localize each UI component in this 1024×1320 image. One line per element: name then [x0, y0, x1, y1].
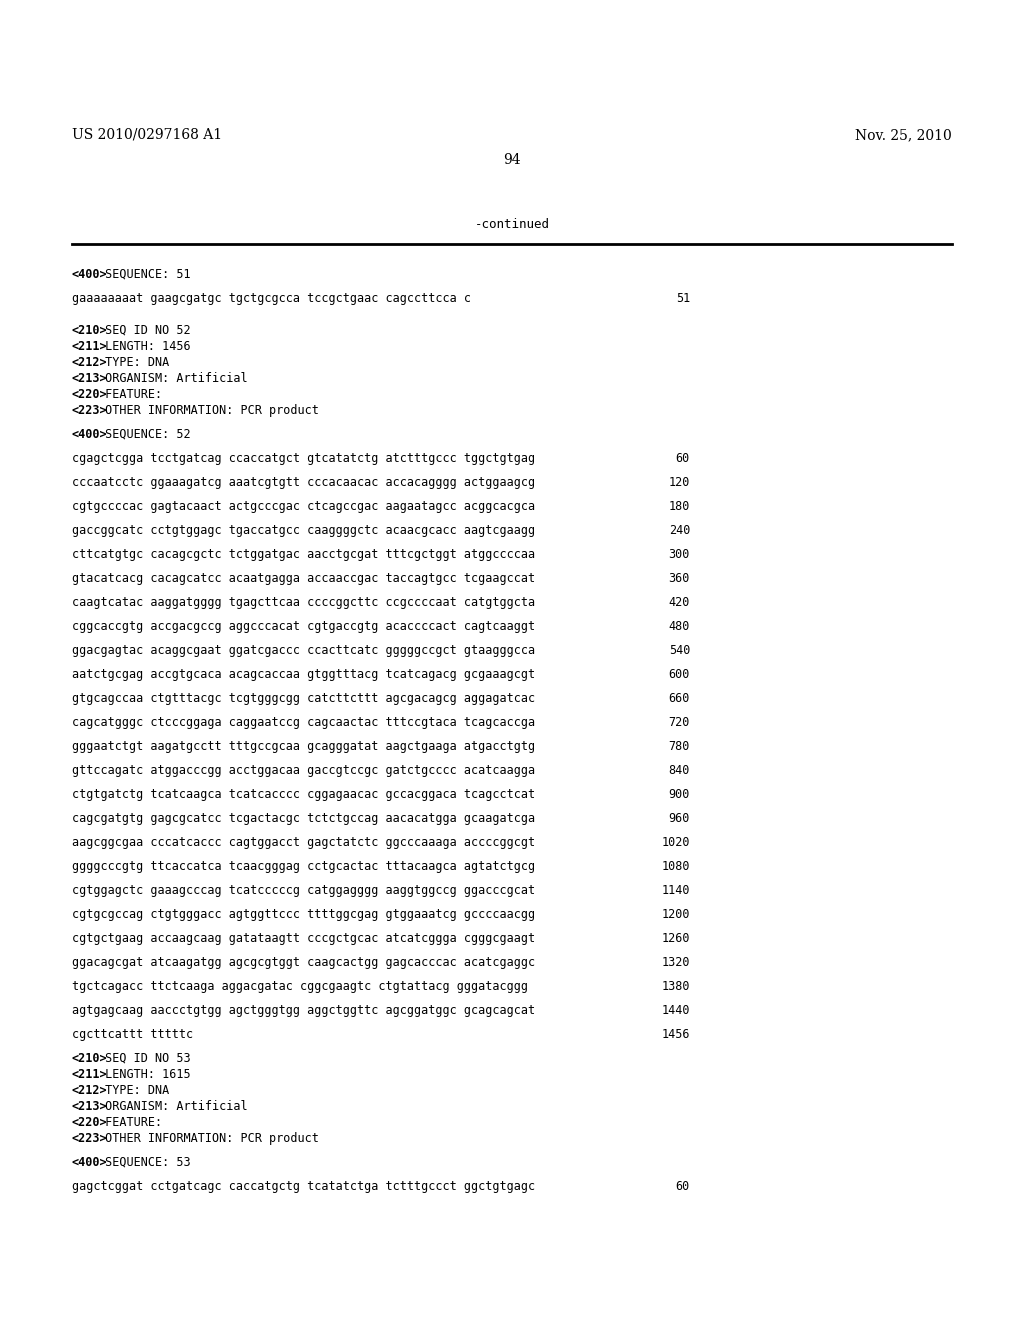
Text: TYPE: DNA: TYPE: DNA	[97, 1084, 169, 1097]
Text: 960: 960	[669, 812, 690, 825]
Text: cccaatcctc ggaaagatcg aaatcgtgtt cccacaacac accacagggg actggaagcg: cccaatcctc ggaaagatcg aaatcgtgtt cccacaa…	[72, 477, 536, 488]
Text: 420: 420	[669, 597, 690, 609]
Text: <400>: <400>	[72, 428, 108, 441]
Text: 360: 360	[669, 572, 690, 585]
Text: 240: 240	[669, 524, 690, 537]
Text: <220>: <220>	[72, 1115, 108, 1129]
Text: 1320: 1320	[662, 956, 690, 969]
Text: 180: 180	[669, 500, 690, 513]
Text: US 2010/0297168 A1: US 2010/0297168 A1	[72, 128, 222, 143]
Text: ggggcccgtg ttcaccatca tcaacgggag cctgcactac tttacaagca agtatctgcg: ggggcccgtg ttcaccatca tcaacgggag cctgcac…	[72, 861, 536, 873]
Text: gttccagatc atggacccgg acctggacaa gaccgtccgc gatctgcccc acatcaagga: gttccagatc atggacccgg acctggacaa gaccgtc…	[72, 764, 536, 777]
Text: 480: 480	[669, 620, 690, 634]
Text: Nov. 25, 2010: Nov. 25, 2010	[855, 128, 952, 143]
Text: gtacatcacg cacagcatcc acaatgagga accaaccgac taccagtgcc tcgaagccat: gtacatcacg cacagcatcc acaatgagga accaacc…	[72, 572, 536, 585]
Text: 1260: 1260	[662, 932, 690, 945]
Text: TYPE: DNA: TYPE: DNA	[97, 356, 169, 370]
Text: gggaatctgt aagatgcctt tttgccgcaa gcagggatat aagctgaaga atgacctgtg: gggaatctgt aagatgcctt tttgccgcaa gcaggga…	[72, 741, 536, 752]
Text: SEQUENCE: 51: SEQUENCE: 51	[97, 268, 190, 281]
Text: cggcaccgtg accgacgccg aggcccacat cgtgaccgtg acaccccact cagtcaaggt: cggcaccgtg accgacgccg aggcccacat cgtgacc…	[72, 620, 536, 634]
Text: LENGTH: 1615: LENGTH: 1615	[97, 1068, 190, 1081]
Text: SEQ ID NO 52: SEQ ID NO 52	[97, 323, 190, 337]
Text: <400>: <400>	[72, 1156, 108, 1170]
Text: cagcatgggc ctcccggaga caggaatccg cagcaactac tttccgtaca tcagcaccga: cagcatgggc ctcccggaga caggaatccg cagcaac…	[72, 715, 536, 729]
Text: <213>: <213>	[72, 372, 108, 385]
Text: gagctcggat cctgatcagc caccatgctg tcatatctga tctttgccct ggctgtgagc: gagctcggat cctgatcagc caccatgctg tcatatc…	[72, 1180, 536, 1193]
Text: 600: 600	[669, 668, 690, 681]
Text: ctgtgatctg tcatcaagca tcatcacccc cggagaacac gccacggaca tcagcctcat: ctgtgatctg tcatcaagca tcatcacccc cggagaa…	[72, 788, 536, 801]
Text: gtgcagccaa ctgtttacgc tcgtgggcgg catcttcttt agcgacagcg aggagatcac: gtgcagccaa ctgtttacgc tcgtgggcgg catcttc…	[72, 692, 536, 705]
Text: 51: 51	[676, 292, 690, 305]
Text: 540: 540	[669, 644, 690, 657]
Text: gaaaaaaaat gaagcgatgc tgctgcgcca tccgctgaac cagccttcca c: gaaaaaaaat gaagcgatgc tgctgcgcca tccgctg…	[72, 292, 471, 305]
Text: 1080: 1080	[662, 861, 690, 873]
Text: <210>: <210>	[72, 323, 108, 337]
Text: 1140: 1140	[662, 884, 690, 898]
Text: <213>: <213>	[72, 1100, 108, 1113]
Text: 660: 660	[669, 692, 690, 705]
Text: <400>: <400>	[72, 268, 108, 281]
Text: cttcatgtgc cacagcgctc tctggatgac aacctgcgat tttcgctggt atggccccaa: cttcatgtgc cacagcgctc tctggatgac aacctgc…	[72, 548, 536, 561]
Text: aagcggcgaa cccatcaccc cagtggacct gagctatctc ggcccaaaga accccggcgt: aagcggcgaa cccatcaccc cagtggacct gagctat…	[72, 836, 536, 849]
Text: 94: 94	[503, 153, 521, 168]
Text: tgctcagacc ttctcaaga aggacgatac cggcgaagtc ctgtattacg gggatacggg: tgctcagacc ttctcaaga aggacgatac cggcgaag…	[72, 979, 528, 993]
Text: SEQUENCE: 53: SEQUENCE: 53	[97, 1156, 190, 1170]
Text: SEQUENCE: 52: SEQUENCE: 52	[97, 428, 190, 441]
Text: ggacagcgat atcaagatgg agcgcgtggt caagcactgg gagcacccac acatcgaggc: ggacagcgat atcaagatgg agcgcgtggt caagcac…	[72, 956, 536, 969]
Text: <220>: <220>	[72, 388, 108, 401]
Text: 900: 900	[669, 788, 690, 801]
Text: <210>: <210>	[72, 1052, 108, 1065]
Text: 60: 60	[676, 1180, 690, 1193]
Text: cgtggagctc gaaagcccag tcatcccccg catggagggg aaggtggccg ggacccgcat: cgtggagctc gaaagcccag tcatcccccg catggag…	[72, 884, 536, 898]
Text: cgagctcgga tcctgatcag ccaccatgct gtcatatctg atctttgccc tggctgtgag: cgagctcgga tcctgatcag ccaccatgct gtcatat…	[72, 451, 536, 465]
Text: 60: 60	[676, 451, 690, 465]
Text: FEATURE:: FEATURE:	[97, 388, 162, 401]
Text: cgtgccccac gagtacaact actgcccgac ctcagccgac aagaatagcc acggcacgca: cgtgccccac gagtacaact actgcccgac ctcagcc…	[72, 500, 536, 513]
Text: cgtgcgccag ctgtgggacc agtggttccc ttttggcgag gtggaaatcg gccccaacgg: cgtgcgccag ctgtgggacc agtggttccc ttttggc…	[72, 908, 536, 921]
Text: 1020: 1020	[662, 836, 690, 849]
Text: <211>: <211>	[72, 1068, 108, 1081]
Text: 720: 720	[669, 715, 690, 729]
Text: FEATURE:: FEATURE:	[97, 1115, 162, 1129]
Text: cgcttcattt tttttc: cgcttcattt tttttc	[72, 1028, 194, 1041]
Text: SEQ ID NO 53: SEQ ID NO 53	[97, 1052, 190, 1065]
Text: <212>: <212>	[72, 356, 108, 370]
Text: 300: 300	[669, 548, 690, 561]
Text: 1440: 1440	[662, 1005, 690, 1016]
Text: 1200: 1200	[662, 908, 690, 921]
Text: aatctgcgag accgtgcaca acagcaccaa gtggtttacg tcatcagacg gcgaaagcgt: aatctgcgag accgtgcaca acagcaccaa gtggttt…	[72, 668, 536, 681]
Text: 1456: 1456	[662, 1028, 690, 1041]
Text: cagcgatgtg gagcgcatcc tcgactacgc tctctgccag aacacatgga gcaagatcga: cagcgatgtg gagcgcatcc tcgactacgc tctctgc…	[72, 812, 536, 825]
Text: 120: 120	[669, 477, 690, 488]
Text: gaccggcatc cctgtggagc tgaccatgcc caaggggctc acaacgcacc aagtcgaagg: gaccggcatc cctgtggagc tgaccatgcc caagggg…	[72, 524, 536, 537]
Text: -continued: -continued	[474, 218, 550, 231]
Text: OTHER INFORMATION: PCR product: OTHER INFORMATION: PCR product	[97, 1133, 318, 1144]
Text: 1380: 1380	[662, 979, 690, 993]
Text: caagtcatac aaggatgggg tgagcttcaa ccccggcttc ccgccccaat catgtggcta: caagtcatac aaggatgggg tgagcttcaa ccccggc…	[72, 597, 536, 609]
Text: 840: 840	[669, 764, 690, 777]
Text: <211>: <211>	[72, 341, 108, 352]
Text: 780: 780	[669, 741, 690, 752]
Text: <223>: <223>	[72, 404, 108, 417]
Text: ggacgagtac acaggcgaat ggatcgaccc ccacttcatc gggggccgct gtaagggcca: ggacgagtac acaggcgaat ggatcgaccc ccacttc…	[72, 644, 536, 657]
Text: <212>: <212>	[72, 1084, 108, 1097]
Text: ORGANISM: Artificial: ORGANISM: Artificial	[97, 372, 247, 385]
Text: cgtgctgaag accaagcaag gatataagtt cccgctgcac atcatcggga cgggcgaagt: cgtgctgaag accaagcaag gatataagtt cccgctg…	[72, 932, 536, 945]
Text: ORGANISM: Artificial: ORGANISM: Artificial	[97, 1100, 247, 1113]
Text: OTHER INFORMATION: PCR product: OTHER INFORMATION: PCR product	[97, 404, 318, 417]
Text: LENGTH: 1456: LENGTH: 1456	[97, 341, 190, 352]
Text: <223>: <223>	[72, 1133, 108, 1144]
Text: agtgagcaag aaccctgtgg agctgggtgg aggctggttc agcggatggc gcagcagcat: agtgagcaag aaccctgtgg agctgggtgg aggctgg…	[72, 1005, 536, 1016]
